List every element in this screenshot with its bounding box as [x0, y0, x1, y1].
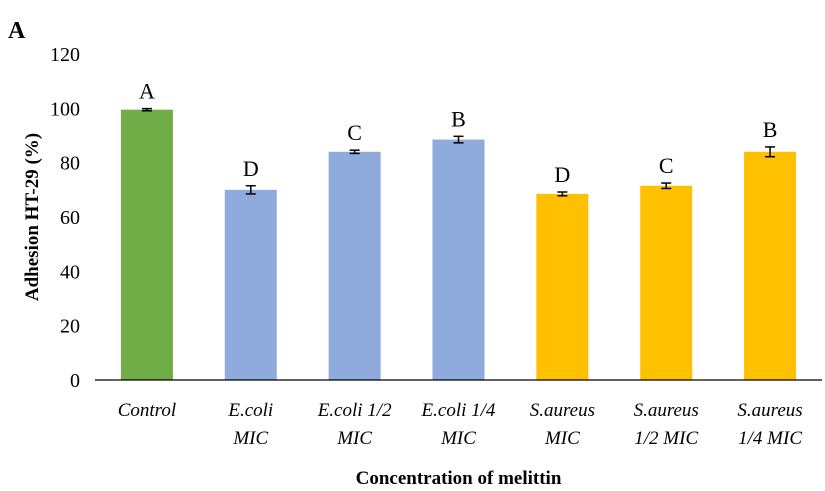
x-tick-label: S.aureus — [737, 400, 802, 421]
error-bars — [141, 107, 776, 197]
error-bar — [661, 182, 672, 190]
y-tick-label: 40 — [60, 261, 80, 283]
x-tick-label: MIC — [440, 428, 476, 449]
x-tick-label: E.coli 1/4 — [421, 400, 496, 421]
x-tick-label: S.aureus — [530, 400, 595, 421]
bar — [432, 139, 485, 380]
x-tick-label: MIC — [336, 428, 372, 449]
x-tick-label: 1/2 MIC — [634, 428, 698, 449]
x-tick-label: E.coli — [227, 400, 273, 421]
x-tick-label: E.coli 1/2 — [317, 400, 392, 421]
error-bar — [245, 185, 256, 195]
y-tick-label: 100 — [50, 98, 80, 120]
error-bar — [453, 135, 464, 144]
panel-label: A — [8, 18, 26, 44]
y-tick-label: 0 — [70, 370, 80, 392]
y-tick-label: 20 — [60, 316, 80, 338]
significance-letter: D — [243, 156, 259, 181]
significance-letter: C — [659, 153, 674, 178]
y-tick-label: 120 — [50, 44, 80, 66]
bar — [224, 189, 277, 380]
error-bar — [765, 146, 776, 158]
bar — [120, 109, 173, 381]
error-bar — [141, 107, 152, 112]
significance-letter: B — [763, 117, 778, 142]
significance-letter: B — [451, 106, 466, 131]
bars — [120, 109, 797, 381]
y-axis-title: Adhesion HT-29 (%) — [22, 133, 43, 301]
significance-letters: A D C B D C B — [139, 79, 777, 187]
y-tick-label: 60 — [60, 207, 80, 229]
significance-letter: A — [139, 79, 155, 104]
significance-letter: D — [554, 162, 570, 187]
error-bar — [557, 191, 568, 197]
bar — [328, 151, 381, 380]
x-tick-label: Control — [118, 400, 176, 421]
y-axis-ticks: 0 20 40 60 80 100 120 — [50, 44, 80, 392]
x-tick-label: MIC — [544, 428, 580, 449]
x-axis-categories: Control E.coli MIC E.coli 1/2 MIC E.coli 1/4 M… — [118, 400, 803, 449]
significance-letter: C — [347, 120, 362, 145]
error-bar — [349, 149, 360, 155]
bar — [536, 193, 589, 380]
x-axis-title: Concentration of melittin — [356, 468, 562, 489]
bar — [640, 185, 693, 380]
bar — [744, 151, 797, 380]
x-tick-label: 1/4 MIC — [738, 428, 802, 449]
x-tick-label: S.aureus — [634, 400, 699, 421]
y-tick-label: 80 — [60, 153, 80, 175]
x-tick-label: MIC — [232, 428, 268, 449]
